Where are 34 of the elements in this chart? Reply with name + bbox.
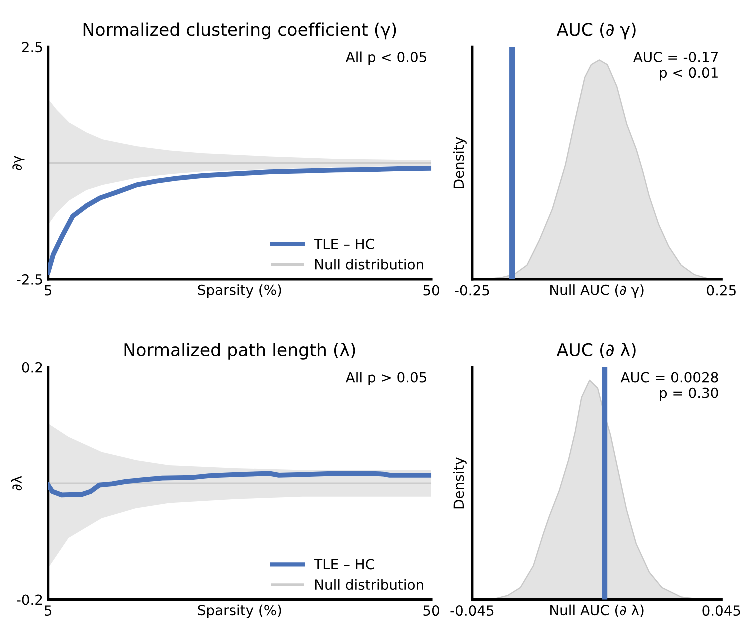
y-tick-label: -0.2	[17, 594, 42, 606]
y-axis-title: ∂λ	[11, 476, 22, 491]
annotation: AUC = -0.17 p < 0.01	[634, 52, 718, 81]
y-tick-label: 0.2	[22, 362, 42, 373]
line-series	[48, 471, 432, 498]
annotation: All p > 0.05	[346, 372, 426, 386]
y-tick-label: 2.5	[22, 42, 42, 53]
y-axis-title: ∂γ	[12, 156, 25, 170]
annotation: All p < 0.05	[346, 52, 426, 66]
x-tick-label: -0.045	[450, 606, 494, 616]
y-tick-label: -2.5	[17, 274, 42, 285]
legend-label: TLE – HC	[314, 238, 374, 250]
x-tick-label: 0.045	[702, 606, 740, 616]
y-axis-title: Density	[453, 137, 467, 188]
x-axis-title: Sparsity (%)	[198, 604, 282, 618]
chart-title: Normalized clustering coefficient (γ)	[84, 22, 396, 40]
chart-title: Normalized path length (λ)	[124, 343, 356, 360]
annotation: AUC = 0.0028 p = 0.30	[620, 372, 718, 402]
x-axis-title: Sparsity (%)	[198, 284, 282, 298]
x-tick-label: 50	[424, 285, 440, 296]
line-series	[48, 166, 432, 275]
chart-title: AUC (∂ γ)	[556, 22, 636, 40]
x-tick-label: 50	[424, 606, 440, 616]
x-tick-label: 5	[45, 606, 52, 616]
x-tick-label: -0.25	[455, 285, 490, 296]
chart-title: AUC (∂ λ)	[556, 343, 636, 359]
x-axis-title: Null AUC (∂ λ)	[550, 604, 644, 618]
x-axis-title: Null AUC (∂ γ)	[550, 284, 644, 298]
y-axis-title: Density	[453, 458, 467, 509]
x-tick-label: 5	[45, 285, 52, 296]
legend-label: Null distribution	[315, 579, 424, 590]
x-tick-label: 0.25	[707, 285, 736, 296]
legend-label: Null distribution	[315, 259, 424, 270]
legend-label: TLE – HC	[314, 559, 374, 570]
